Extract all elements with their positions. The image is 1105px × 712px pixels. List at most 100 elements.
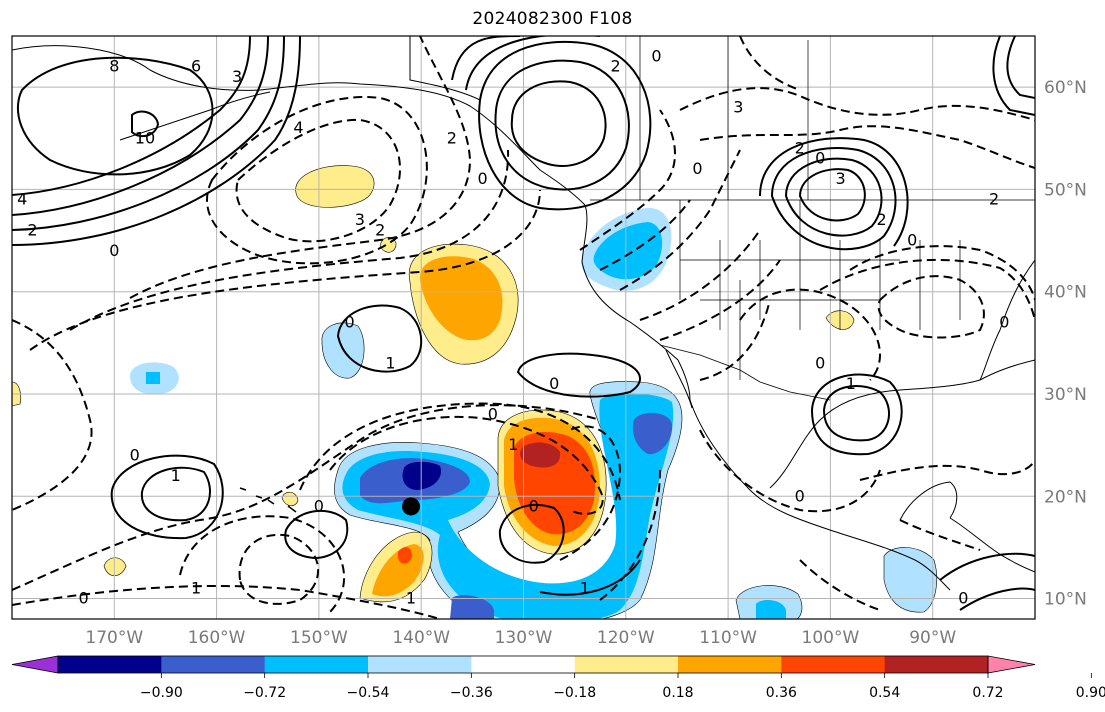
border-us-mexico: [659, 344, 831, 401]
colorbar-tick-label: −0.72: [243, 685, 286, 701]
lon-tick-label: 150°W: [290, 628, 348, 648]
contour-value-label: 2: [795, 139, 805, 158]
contour-dashed-17: [619, 149, 741, 291]
contour-dashed-19: [659, 259, 781, 341]
colorbar-swatch: [368, 656, 472, 673]
contour-dashed-20: [699, 299, 771, 381]
contour-dashed-16: [599, 199, 691, 271]
lat-tick-label: 20°N: [1044, 487, 1087, 507]
colorbar-tick-label: 0.90: [1076, 685, 1105, 701]
colorbar-tick-label: −0.36: [450, 685, 493, 701]
contour-value-label: 4: [293, 118, 303, 137]
lon-tick-label: 110°W: [699, 628, 757, 648]
lon-tick-label: 120°W: [597, 628, 655, 648]
shade-yellow-1: [295, 165, 375, 208]
contour-value-label: 2: [610, 57, 620, 76]
contour-dashed-6: [12, 319, 93, 511]
contour-dashed-31: [799, 559, 881, 611]
contour-solid-ak-4: [465, 36, 600, 91]
contour-dashed-23: [739, 36, 801, 91]
contour-solid-mid-2: [516, 352, 641, 398]
contour-dashed-15: [579, 109, 676, 251]
contour-solid-hi-2: [110, 454, 224, 540]
shade-yellow-7: [103, 557, 127, 577]
contour-value-label: 2: [375, 220, 385, 239]
colorbar: [11, 655, 1092, 678]
map-gridlines: [12, 36, 1035, 619]
contour-value-label: 0: [795, 486, 805, 505]
contour-solid-ak-3: [478, 40, 652, 211]
contour-solid-ca-1: [939, 552, 1035, 581]
contour-dashed-28: [699, 429, 881, 513]
lon-tick-label: 140°W: [392, 628, 450, 648]
contour-solid-nw-3: [12, 36, 251, 196]
contour-solid-cus-2: [784, 157, 883, 237]
contour-dashed-22: [699, 125, 1035, 169]
anomaly-shading-layer: [12, 165, 937, 619]
colorbar-tick-label: −0.18: [553, 685, 596, 701]
colorbar-labels: −0.90 −0.72 −0.54 −0.36 −0.18 0.18 0.36 0.54 0.7…: [140, 685, 1105, 701]
contour-value-label: 1: [406, 589, 416, 608]
contour-value-label: 0: [999, 312, 1009, 331]
colorbar-swatch: [781, 656, 886, 673]
coast-yucatan: [899, 481, 958, 521]
contour-value-label: 2: [447, 128, 457, 147]
contour-dashed-2: [206, 96, 428, 265]
contour-dashed-12: [299, 402, 621, 501]
contour-value-label: 2: [876, 210, 886, 229]
contour-value-label: 3: [232, 67, 242, 86]
contour-dashed-9: [238, 533, 319, 605]
lat-tick-label: 60°N: [1044, 78, 1087, 98]
contour-dashed-27: [739, 288, 881, 381]
coast-gulf-mexico: [769, 359, 1035, 489]
colorbar-tick-label: 0.72: [972, 685, 1003, 701]
shade-red-2: [398, 547, 412, 564]
colorbar-swatch: [471, 656, 576, 673]
shade-navy-1: [402, 461, 442, 490]
contour-solid-ne-1: [992, 36, 1035, 116]
contour-value-label: 4: [17, 190, 27, 209]
contour-solid-sth-1: [539, 559, 641, 596]
contour-value-label: 0: [79, 589, 89, 608]
coast-central-america: [949, 517, 1035, 573]
contour-dashed-14: [599, 469, 661, 601]
coast-alaska-north: [409, 36, 481, 101]
coast-alaska: [12, 45, 586, 206]
contour-solid-gulf-2: [810, 373, 903, 456]
contour-value-label: 2: [27, 220, 37, 239]
contour-dashed-3: [129, 36, 472, 299]
contour-value-label: 3: [836, 169, 846, 188]
contour-value-label: 1: [385, 353, 395, 372]
coastline-layer: [12, 36, 1035, 591]
coast-hawaii: [239, 487, 297, 513]
coast-aleutians: [119, 91, 271, 141]
shade-royal-2: [632, 412, 673, 455]
contour-dashed-7: [12, 404, 601, 591]
shade-lightblue-6: [883, 547, 937, 613]
contour-value-label: 0: [488, 404, 498, 423]
contour-dashed-5: [29, 189, 541, 351]
contour-solid-nw-1: [16, 56, 214, 176]
map-frame: [11, 35, 1036, 620]
contour-solid-ctr-1: [498, 504, 565, 564]
contour-dashed-25: [819, 258, 1035, 321]
colorbar-tick-label: −0.90: [140, 685, 183, 701]
contour-value-label: 0: [815, 353, 825, 372]
lat-tick-label: 40°N: [1044, 283, 1087, 303]
contour-dashed-8: [12, 584, 441, 619]
contour-dashed-4: [69, 149, 510, 331]
map-title: 2024082300 F108: [472, 9, 633, 29]
lon-tick-label: 170°W: [85, 628, 143, 648]
contour-solid-hi-1: [140, 466, 211, 522]
contour-value-label: 1: [171, 466, 181, 485]
contour-solid-ne-2: [1006, 36, 1035, 99]
colorbar-swatch: [161, 656, 266, 673]
colorbar-swatch: [264, 656, 369, 673]
contour-value-label: 1: [580, 578, 590, 597]
lat-tick-label: 50°N: [1044, 180, 1087, 200]
contour-solid-sw-1: [284, 510, 349, 560]
contour-dashed-21: [679, 87, 1035, 121]
contour-value-label: 0: [314, 496, 324, 515]
lon-tick-label: 90°W: [909, 628, 956, 648]
